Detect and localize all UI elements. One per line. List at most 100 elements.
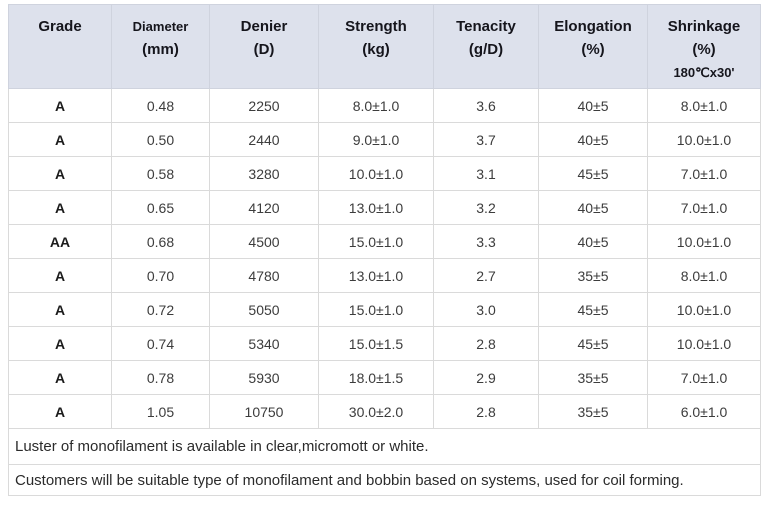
cell-denier: 2440 — [209, 122, 319, 157]
cell-strength: 13.0±1.0 — [318, 258, 434, 293]
column-header-shrinkage: Shrinkage (%) 180℃x30' — [647, 4, 761, 89]
cell-strength: 8.0±1.0 — [318, 88, 434, 123]
cell-tenacity: 2.8 — [433, 394, 539, 429]
cell-grade: AA — [8, 224, 112, 259]
cell-denier: 5340 — [209, 326, 319, 361]
cell-diameter: 0.68 — [111, 224, 210, 259]
cell-shrinkage: 8.0±1.0 — [647, 258, 761, 293]
cell-elongation: 40±5 — [538, 190, 648, 225]
note-text: Luster of monofilament is available in c… — [8, 428, 761, 465]
table-header: Grade Diameter (mm) Denier (D) Strength (kg) Te… — [8, 4, 761, 89]
column-header-strength-line-1: (kg) — [362, 41, 390, 58]
column-header-denier-line-1: (D) — [253, 41, 275, 58]
cell-elongation: 35±5 — [538, 258, 648, 293]
cell-grade: A — [8, 122, 112, 157]
cell-tenacity: 3.6 — [433, 88, 539, 123]
column-header-shrinkage-line-0: Shrinkage — [667, 18, 741, 35]
cell-grade: A — [8, 394, 112, 429]
cell-elongation: 35±5 — [538, 360, 648, 395]
table-row: AA 0.68 4500 15.0±1.0 3.3 40±5 10.0±1.0 — [8, 224, 761, 259]
cell-diameter: 0.74 — [111, 326, 210, 361]
column-header-grade: Grade — [8, 4, 112, 89]
cell-denier: 10750 — [209, 394, 319, 429]
cell-denier: 5930 — [209, 360, 319, 395]
table-row: A 0.72 5050 15.0±1.0 3.0 45±5 10.0±1.0 — [8, 292, 761, 327]
cell-shrinkage: 10.0±1.0 — [647, 292, 761, 327]
cell-shrinkage: 10.0±1.0 — [647, 326, 761, 361]
table-row: A 0.65 4120 13.0±1.0 3.2 40±5 7.0±1.0 — [8, 190, 761, 225]
cell-grade: A — [8, 326, 112, 361]
cell-diameter: 0.58 — [111, 156, 210, 191]
cell-strength: 30.0±2.0 — [318, 394, 434, 429]
column-header-elongation: Elongation (%) — [538, 4, 648, 89]
table-row: A 0.74 5340 15.0±1.5 2.8 45±5 10.0±1.0 — [8, 326, 761, 361]
table-row: A 1.05 10750 30.0±2.0 2.8 35±5 6.0±1.0 — [8, 394, 761, 429]
column-header-tenacity-line-0: Tenacity — [456, 18, 516, 35]
cell-strength: 9.0±1.0 — [318, 122, 434, 157]
table-body: A 0.48 2250 8.0±1.0 3.6 40±5 8.0±1.0 A 0.50 2440 9… — [8, 88, 761, 429]
column-header-denier-line-0: Denier — [240, 18, 288, 35]
cell-diameter: 1.05 — [111, 394, 210, 429]
cell-elongation: 45±5 — [538, 156, 648, 191]
cell-shrinkage: 7.0±1.0 — [647, 156, 761, 191]
cell-grade: A — [8, 190, 112, 225]
cell-tenacity: 2.8 — [433, 326, 539, 361]
table-row: A 0.70 4780 13.0±1.0 2.7 35±5 8.0±1.0 — [8, 258, 761, 293]
cell-shrinkage: 6.0±1.0 — [647, 394, 761, 429]
cell-elongation: 40±5 — [538, 88, 648, 123]
cell-grade: A — [8, 360, 112, 395]
cell-diameter: 0.70 — [111, 258, 210, 293]
cell-diameter: 0.48 — [111, 88, 210, 123]
note-row: Luster of monofilament is available in c… — [8, 428, 761, 465]
table-row: A 0.58 3280 10.0±1.0 3.1 45±5 7.0±1.0 — [8, 156, 761, 191]
cell-strength: 15.0±1.5 — [318, 326, 434, 361]
column-header-diameter-line-0: Diameter — [132, 19, 189, 34]
cell-denier: 4120 — [209, 190, 319, 225]
cell-strength: 18.0±1.5 — [318, 360, 434, 395]
cell-tenacity: 3.1 — [433, 156, 539, 191]
cell-denier: 2250 — [209, 88, 319, 123]
column-header-tenacity: Tenacity (g/D) — [433, 4, 539, 89]
cell-grade: A — [8, 156, 112, 191]
cell-grade: A — [8, 258, 112, 293]
cell-denier: 5050 — [209, 292, 319, 327]
cell-shrinkage: 7.0±1.0 — [647, 360, 761, 395]
cell-tenacity: 3.7 — [433, 122, 539, 157]
cell-tenacity: 3.3 — [433, 224, 539, 259]
cell-elongation: 45±5 — [538, 292, 648, 327]
column-header-denier: Denier (D) — [209, 4, 319, 89]
cell-grade: A — [8, 292, 112, 327]
column-header-shrinkage-line-1: (%) — [692, 41, 716, 58]
cell-strength: 15.0±1.0 — [318, 224, 434, 259]
header-row: Grade Diameter (mm) Denier (D) Strength (kg) Te… — [8, 4, 761, 89]
cell-strength: 13.0±1.0 — [318, 190, 434, 225]
monofilament-spec-table: Grade Diameter (mm) Denier (D) Strength (kg) Te… — [8, 4, 761, 496]
note-text: Customers will be suitable type of monof… — [8, 464, 761, 496]
column-header-tenacity-line-1: (g/D) — [468, 41, 504, 58]
column-header-elongation-line-1: (%) — [581, 41, 605, 58]
cell-tenacity: 3.2 — [433, 190, 539, 225]
cell-shrinkage: 10.0±1.0 — [647, 224, 761, 259]
cell-denier: 3280 — [209, 156, 319, 191]
column-header-shrinkage-line-2: 180℃x30' — [673, 65, 735, 80]
cell-elongation: 45±5 — [538, 326, 648, 361]
cell-denier: 4500 — [209, 224, 319, 259]
cell-grade: A — [8, 88, 112, 123]
column-header-grade-line-0: Grade — [38, 18, 82, 35]
table-row: A 0.50 2440 9.0±1.0 3.7 40±5 10.0±1.0 — [8, 122, 761, 157]
cell-shrinkage: 10.0±1.0 — [647, 122, 761, 157]
column-header-strength-line-0: Strength — [345, 18, 407, 35]
cell-elongation: 40±5 — [538, 224, 648, 259]
column-header-elongation-line-0: Elongation — [554, 18, 632, 35]
note-row: Customers will be suitable type of monof… — [8, 464, 761, 496]
cell-diameter: 0.78 — [111, 360, 210, 395]
cell-diameter: 0.50 — [111, 122, 210, 157]
table-row: A 0.78 5930 18.0±1.5 2.9 35±5 7.0±1.0 — [8, 360, 761, 395]
cell-elongation: 40±5 — [538, 122, 648, 157]
cell-tenacity: 2.9 — [433, 360, 539, 395]
column-header-diameter: Diameter (mm) — [111, 4, 210, 89]
cell-strength: 10.0±1.0 — [318, 156, 434, 191]
cell-denier: 4780 — [209, 258, 319, 293]
cell-shrinkage: 8.0±1.0 — [647, 88, 761, 123]
